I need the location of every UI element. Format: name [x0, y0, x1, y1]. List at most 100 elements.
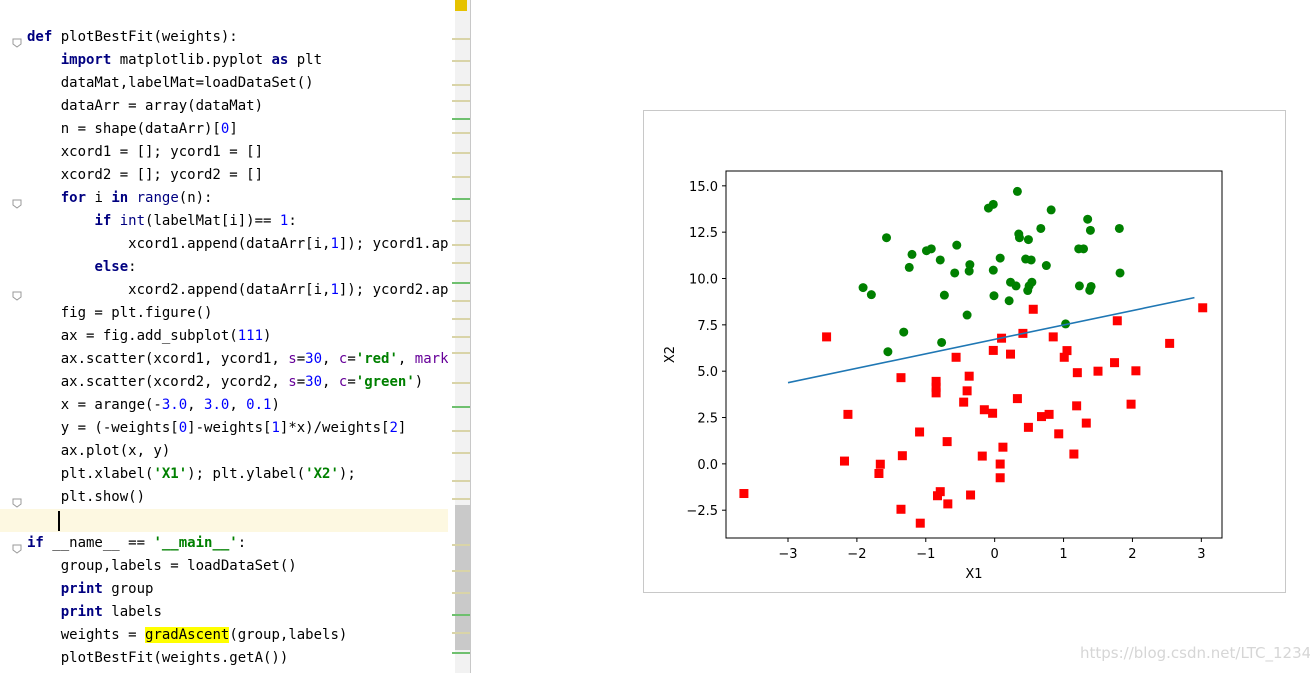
code-line[interactable]: import matplotlib.pyplot as plt	[27, 49, 322, 72]
code-line[interactable]: plt.show()	[27, 486, 145, 509]
fold-marker-icon[interactable]	[12, 33, 22, 48]
code-line[interactable]: def plotBestFit(weights):	[27, 26, 238, 49]
code-token: 'X1'	[153, 466, 188, 482]
scroll-marker	[452, 244, 470, 246]
code-token	[27, 190, 61, 206]
code-line[interactable]: print labels	[27, 601, 162, 624]
data-point-red-square	[1072, 401, 1082, 411]
code-editor[interactable]: def plotBestFit(weights): import matplot…	[0, 0, 470, 673]
code-token: ]-weights[	[187, 420, 272, 436]
code-line[interactable]: ax.scatter(xcord2, ycord2, s=30, c='gree…	[27, 371, 424, 394]
code-token: xcord2.append(dataArr[i,	[27, 282, 331, 298]
code-token: ax.scatter(xcord1, ycord1,	[27, 351, 289, 367]
code-token: 0	[178, 420, 188, 436]
code-area[interactable]: def plotBestFit(weights): import matplot…	[0, 0, 470, 673]
code-line[interactable]: xcord1 = []; ycord1 = []	[27, 141, 263, 164]
x-tick-label: 0	[991, 547, 999, 562]
data-point-red-square	[1072, 368, 1082, 378]
code-line[interactable]: if __name__ == '__main__':	[27, 532, 246, 555]
data-point-red-square	[1044, 409, 1054, 419]
code-token: x = arange(-	[27, 397, 162, 413]
code-token: (labelMat[i])==	[145, 213, 280, 229]
code-line[interactable]: group,labels = loadDataSet()	[27, 555, 297, 578]
code-line[interactable]: plt.xlabel('X1'); plt.ylabel('X2');	[27, 463, 356, 486]
data-point-red-square	[931, 382, 941, 392]
y-tick-label: 10.0	[689, 273, 718, 288]
x-axis-label: X1	[965, 567, 982, 582]
data-point-red-square	[897, 451, 907, 461]
code-token: 1	[271, 420, 280, 436]
scroll-marker	[452, 38, 470, 40]
data-point-green-circle	[995, 253, 1005, 263]
data-point-red-square	[1059, 352, 1069, 362]
data-point-green-circle	[1083, 214, 1093, 224]
scroll-marker	[452, 592, 470, 594]
scroll-marker	[452, 614, 470, 616]
code-token: dataMat,labelMat=loadDataSet()	[27, 75, 314, 91]
y-tick-label: 0.0	[697, 458, 718, 473]
code-token: else	[94, 259, 129, 275]
code-line[interactable]: ax.scatter(xcord1, ycord1, s=30, c='red'…	[27, 348, 470, 371]
data-point-red-square	[979, 405, 989, 415]
code-token: ]	[229, 121, 238, 137]
data-point-green-circle	[907, 249, 917, 259]
data-point-green-circle	[1074, 281, 1084, 291]
x-tick-label: −1	[916, 547, 935, 562]
x-tick-label: −2	[847, 547, 866, 562]
code-line[interactable]: xcord2.append(dataArr[i,1]); ycord2.appe…	[27, 279, 470, 302]
code-line[interactable]: for i in range(n):	[27, 187, 213, 210]
code-token: __name__ ==	[43, 535, 154, 551]
code-token: plotBestFit(weights):	[52, 29, 238, 45]
data-point-green-circle	[882, 233, 892, 243]
data-point-green-circle	[965, 260, 975, 270]
pane-divider[interactable]	[470, 0, 471, 673]
code-line[interactable]: xcord1.append(dataArr[i,1]); ycord1.appe…	[27, 233, 470, 256]
data-point-red-square	[1023, 422, 1033, 432]
code-token: n = shape(dataArr)[	[27, 121, 221, 137]
data-point-green-circle	[1086, 281, 1096, 291]
code-line[interactable]: else:	[27, 256, 136, 279]
code-token: int	[119, 213, 146, 229]
editor-gutter	[0, 0, 22, 673]
data-point-green-circle	[1036, 223, 1046, 233]
scroll-marker	[452, 336, 470, 338]
code-line[interactable]: if int(labelMat[i])== 1:	[27, 210, 296, 233]
fold-marker-icon[interactable]	[12, 539, 22, 554]
code-line[interactable]: xcord2 = []; ycord2 = []	[27, 164, 263, 187]
code-token: 3.0	[204, 397, 230, 413]
code-line[interactable]: print group	[27, 578, 154, 601]
code-token: group	[102, 581, 154, 597]
code-line[interactable]: x = arange(-3.0, 3.0, 0.1)	[27, 394, 280, 417]
code-token: 'X2'	[305, 466, 339, 482]
code-line[interactable]: y = (-weights[0]-weights[1]*x)/weights[2…	[27, 417, 407, 440]
data-point-green-circle	[962, 310, 972, 320]
scroll-marker	[452, 262, 470, 264]
scroll-marker	[452, 382, 470, 384]
data-point-red-square	[1126, 399, 1136, 409]
code-line[interactable]: plotBestFit(weights.getA())	[27, 647, 289, 670]
code-line[interactable]: ax.plot(x, y)	[27, 440, 171, 463]
scroll-marker	[452, 632, 470, 634]
code-token: 30	[305, 374, 323, 390]
scrollbar-thumb[interactable]	[455, 505, 470, 650]
code-line[interactable]: ax = fig.add_subplot(111)	[27, 325, 272, 348]
code-token: for	[60, 190, 87, 206]
fold-marker-icon[interactable]	[12, 493, 22, 508]
code-line[interactable]: dataMat,labelMat=loadDataSet()	[27, 72, 314, 95]
y-tick-label: 5.0	[697, 365, 718, 380]
data-point-red-square	[995, 459, 1005, 469]
scroll-marker	[452, 198, 470, 200]
y-axis-label: X2	[663, 346, 678, 363]
fold-marker-icon[interactable]	[12, 194, 22, 209]
code-token: ax.plot(x, y)	[27, 443, 171, 459]
fold-marker-icon[interactable]	[12, 286, 22, 301]
data-point-green-circle	[883, 347, 893, 357]
data-point-red-square	[959, 397, 969, 407]
code-line[interactable]: n = shape(dataArr)[0]	[27, 118, 238, 141]
code-line[interactable]: weights = gradAscent(group,labels)	[27, 624, 347, 647]
code-token: xcord2 = []; ycord2 = []	[27, 167, 264, 183]
code-line[interactable]: dataArr = array(dataMat)	[27, 95, 263, 118]
warning-indicator-icon[interactable]	[455, 0, 467, 11]
code-line[interactable]: fig = plt.figure()	[27, 302, 213, 325]
scroll-marker	[452, 318, 470, 320]
